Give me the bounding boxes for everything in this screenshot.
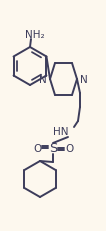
Text: O: O	[65, 143, 73, 153]
Text: NH₂: NH₂	[25, 30, 45, 40]
Text: S: S	[49, 142, 57, 155]
Text: N: N	[39, 75, 47, 85]
Text: O: O	[33, 143, 41, 153]
Text: HN: HN	[54, 126, 69, 137]
Text: N: N	[80, 75, 88, 85]
